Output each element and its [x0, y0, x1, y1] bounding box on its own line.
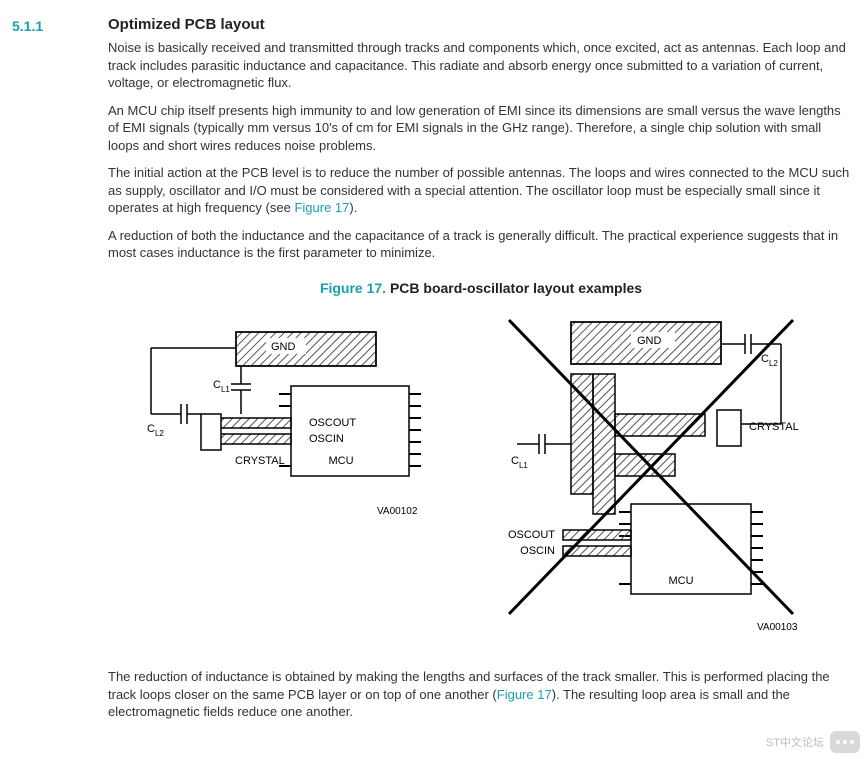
paragraph-1: Noise is basically received and transmit… — [108, 39, 854, 92]
section-title: Optimized PCB layout — [108, 16, 854, 33]
chat-icon — [830, 731, 860, 753]
svg-text:CL2: CL2 — [147, 423, 164, 438]
section-number: 5.1.1 — [12, 16, 108, 731]
paragraph-2: An MCU chip itself presents high immunit… — [108, 102, 854, 155]
paragraph-5: The reduction of inductance is obtained … — [108, 668, 854, 721]
svg-text:MCU: MCU — [668, 575, 693, 587]
svg-text:GND: GND — [637, 335, 662, 347]
svg-text:CL2: CL2 — [761, 353, 778, 368]
svg-text:CL1: CL1 — [511, 455, 528, 470]
svg-text:CL1: CL1 — [213, 379, 230, 394]
figure-17: GND — [108, 314, 854, 644]
svg-text:MCU: MCU — [328, 455, 353, 467]
svg-text:VA00103: VA00103 — [757, 622, 798, 633]
svg-text:GND: GND — [271, 341, 296, 353]
pcb-layout-good: GND — [141, 314, 431, 644]
svg-text:OSCOUT: OSCOUT — [309, 417, 356, 429]
svg-text:OSCIN: OSCIN — [309, 433, 344, 445]
watermark: ST中文论坛 — [766, 731, 860, 753]
svg-text:OSCOUT: OSCOUT — [508, 529, 555, 541]
paragraph-3: The initial action at the PCB level is t… — [108, 164, 854, 217]
figure-17-link-2[interactable]: Figure 17 — [497, 687, 552, 702]
figure-17-link[interactable]: Figure 17 — [294, 200, 349, 215]
svg-text:CRYSTAL: CRYSTAL — [235, 455, 285, 467]
paragraph-4: A reduction of both the inductance and t… — [108, 227, 854, 262]
svg-text:CRYSTAL: CRYSTAL — [749, 421, 799, 433]
svg-text:OSCIN: OSCIN — [520, 545, 555, 557]
svg-text:VA00102: VA00102 — [377, 506, 418, 517]
pcb-layout-bad: GND CL2 CRYSTAL — [481, 314, 821, 644]
figure-caption: Figure 17. PCB board-oscillator layout e… — [108, 280, 854, 296]
